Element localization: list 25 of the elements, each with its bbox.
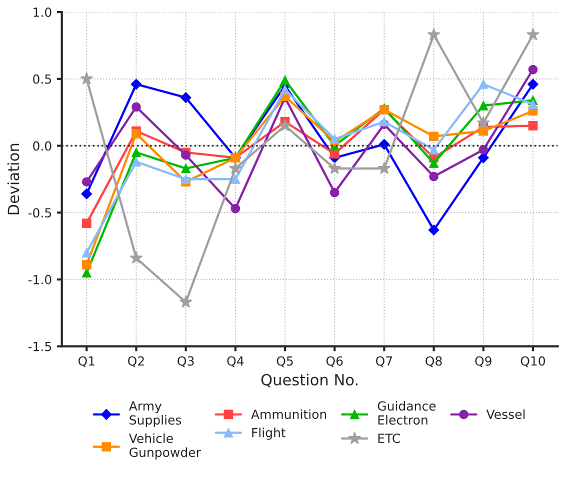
x-tick-label: Q8	[426, 356, 442, 368]
x-tick-label: Q3	[178, 356, 194, 368]
x-tick-label: Q1	[78, 356, 94, 368]
legend-label: Guidance Electron	[378, 401, 436, 425]
x-tick-label: Q4	[227, 356, 244, 368]
y-tick-label: -0.5	[28, 208, 52, 218]
legend-label: ETC	[378, 434, 400, 444]
legend-label: Vessel	[486, 409, 525, 420]
x-tick-label: Q2	[128, 356, 144, 368]
legend-label: Vehicle Gunpowder	[128, 433, 201, 460]
x-tick-label: Q7	[376, 356, 392, 368]
y-tick-label: 1.0	[34, 7, 52, 17]
y-tick-label: -1.0	[28, 274, 52, 284]
legend-label: Flight	[252, 428, 286, 440]
x-tick-label: Q6	[326, 356, 343, 368]
legend-label: Army Supplies	[128, 401, 182, 428]
x-tick-label: Q5	[276, 356, 293, 368]
x-tick-label: Q10	[520, 356, 546, 368]
y-axis-title: Deviation	[7, 144, 20, 214]
y-tick-label: 0.0	[33, 141, 52, 151]
y-tick-label: -1.5	[28, 342, 52, 352]
legend-label: Ammunition	[251, 409, 326, 420]
x-tick-label: Q9	[475, 356, 492, 368]
y-tick-label: 0.5	[33, 74, 52, 84]
x-axis-title: Question No.	[261, 374, 358, 388]
